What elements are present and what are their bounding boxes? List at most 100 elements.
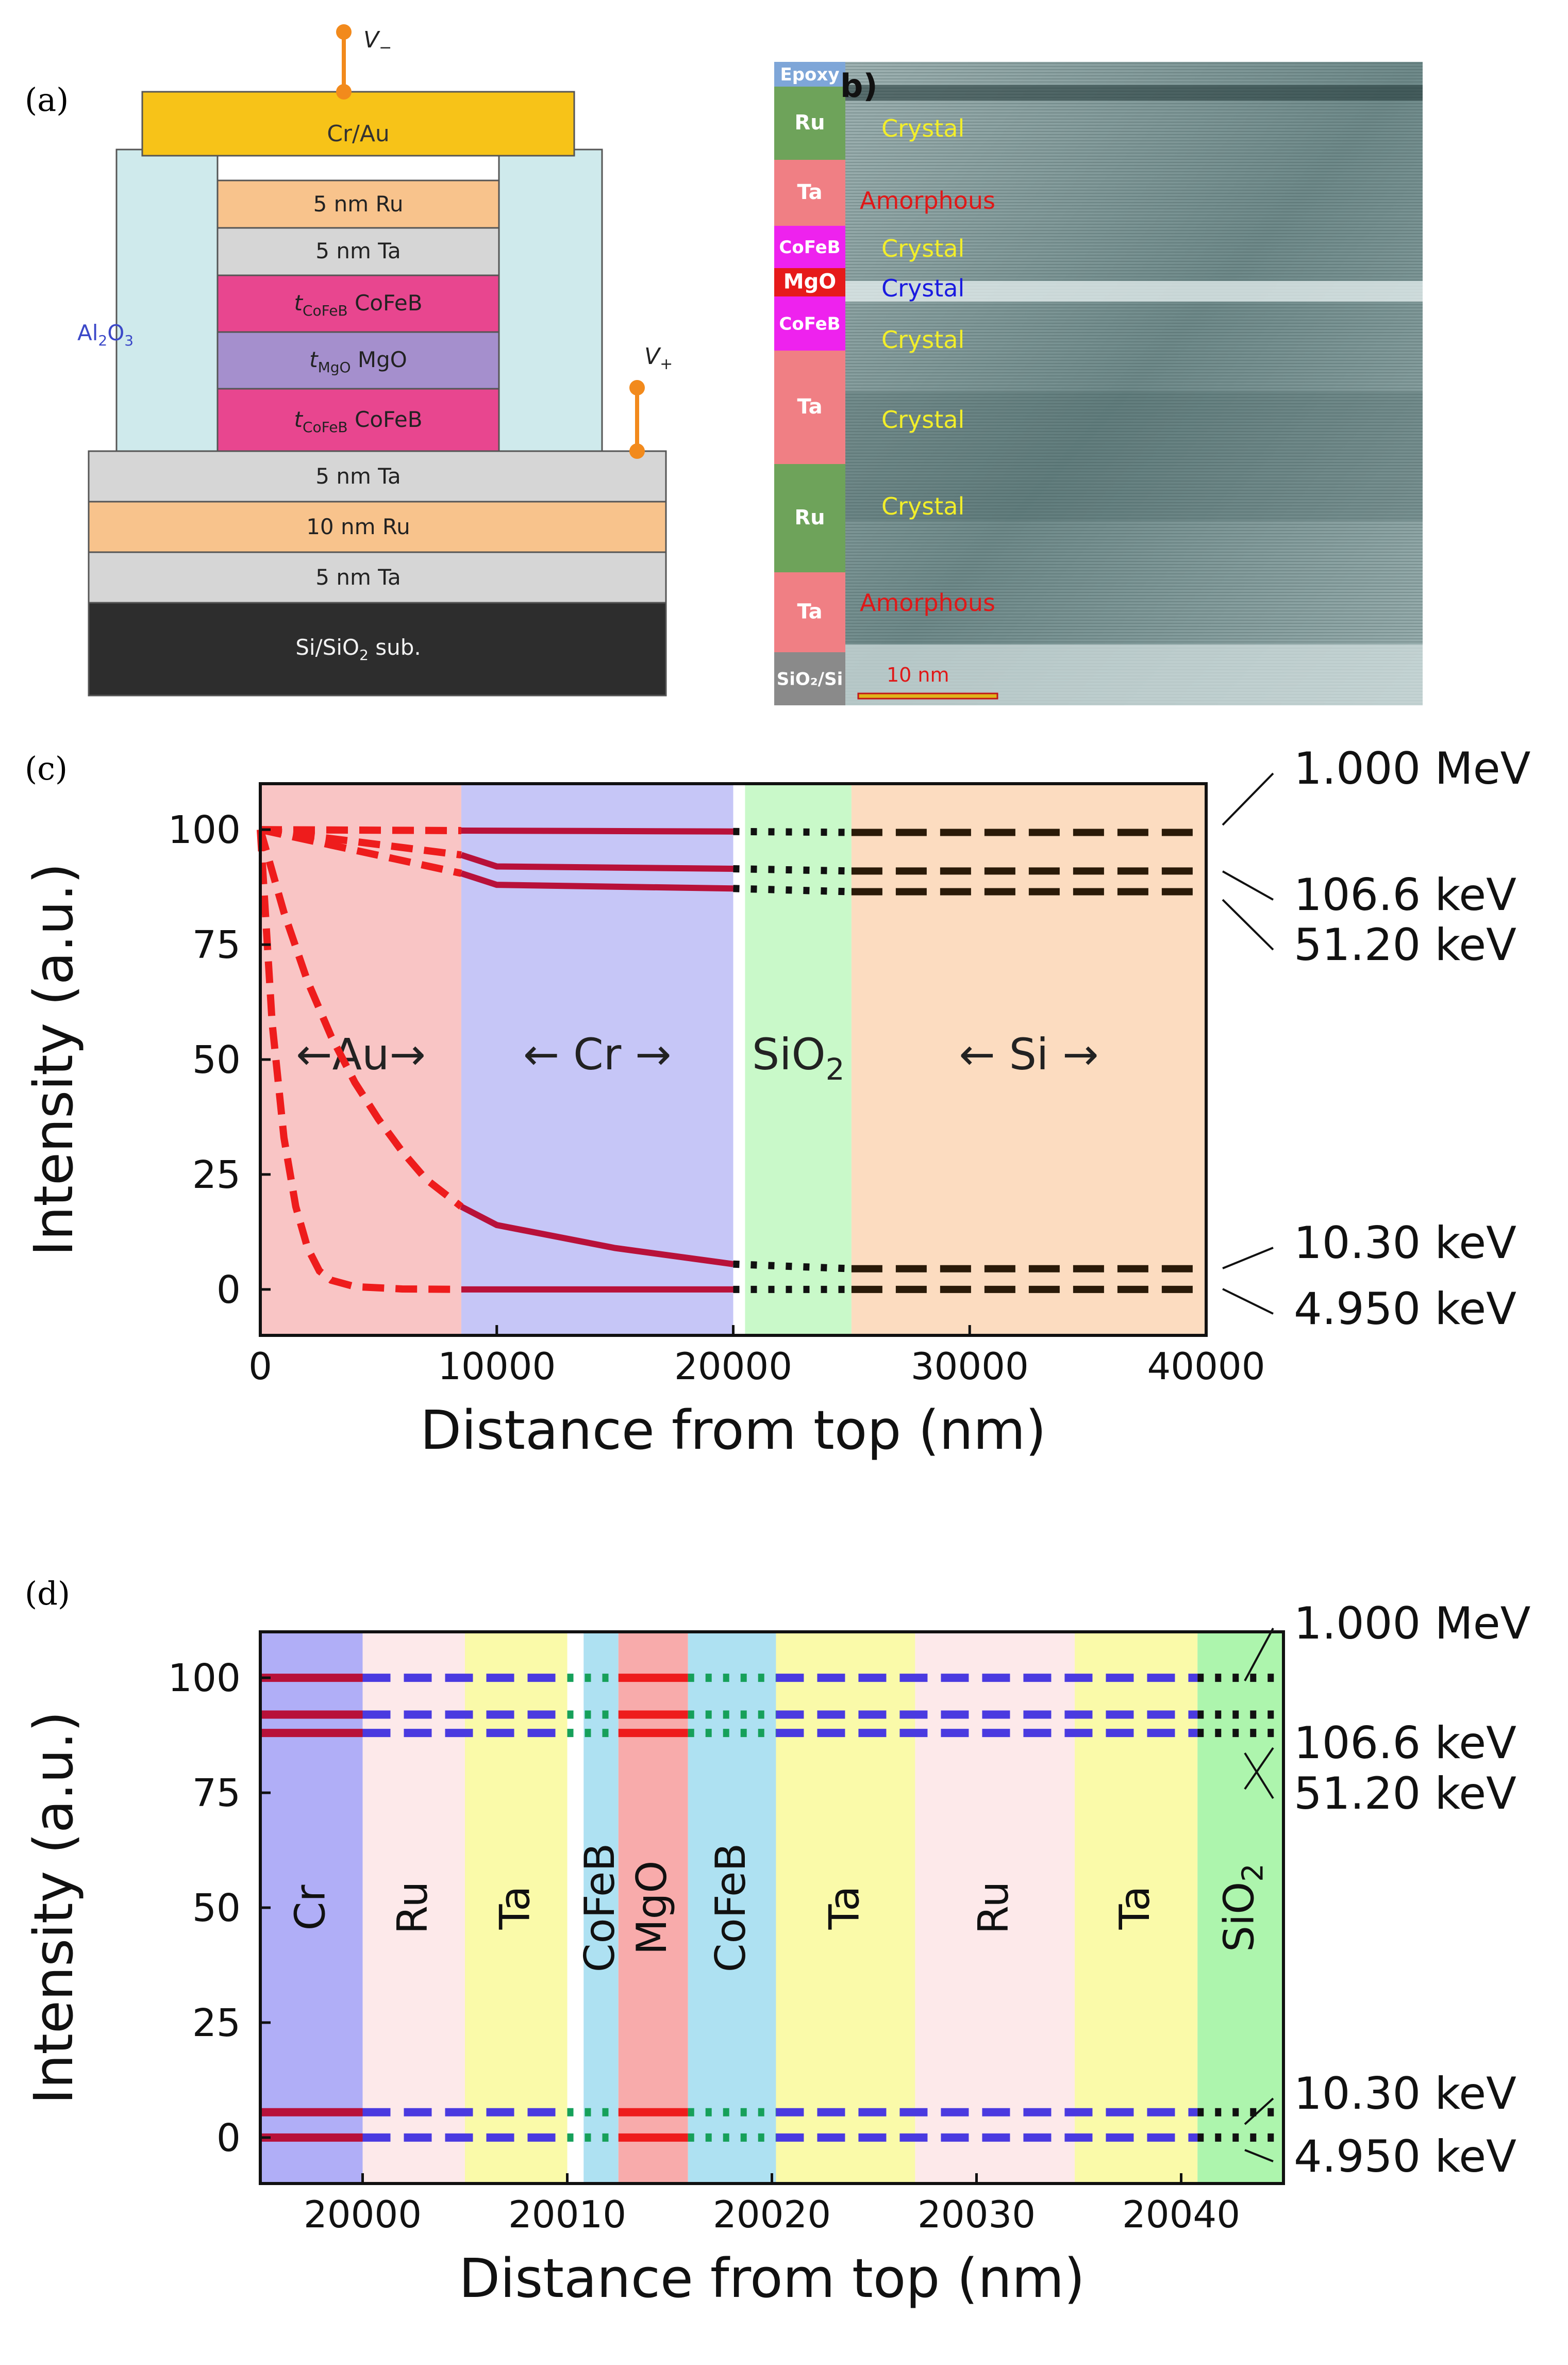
tem-strip-label: Ru: [794, 111, 825, 135]
x-tick-label: 30000: [911, 1345, 1029, 1388]
series-line-au: [257, 829, 461, 1293]
y-tick-label: 75: [192, 1771, 241, 1815]
x-tick-label: 20000: [304, 2193, 422, 2236]
region-band: [1197, 1632, 1283, 2184]
y-axis-label: Intensity (a.u.): [22, 863, 85, 1256]
layer-ta-5nm-mid: [88, 450, 667, 503]
tem-annotation: Amorphous: [860, 187, 995, 214]
series-line-cr: [461, 827, 733, 835]
series-line-sio2: [733, 885, 852, 896]
energy-leader: [1244, 1628, 1274, 1681]
x-tick-label: 20030: [918, 2193, 1036, 2236]
tem-strip-layer: [774, 464, 845, 572]
layer-substrate: [88, 602, 667, 697]
tem-strip-layer: [774, 87, 845, 160]
layer-label-ta-5nm-bottom: 5 nm Ta: [315, 565, 401, 590]
v-minus-label: V−: [363, 27, 392, 57]
region-label: Ru: [970, 1881, 1017, 1934]
region-label: SiO2: [1215, 1863, 1270, 1952]
energy-label: 1.000 MeV: [1294, 1598, 1531, 1649]
region-label: Ta: [820, 1886, 868, 1930]
region-label-sub: 2: [826, 1052, 845, 1087]
series-line-cr: [460, 1204, 734, 1267]
layer-ru-5nm: [216, 179, 500, 229]
region-band: [465, 1632, 568, 2184]
x-tick-label: 20020: [713, 2193, 831, 2236]
layer-cofeb-bottom: [216, 388, 500, 452]
panel-a-label: (a): [25, 81, 69, 119]
energy-label: 1.000 MeV: [1294, 743, 1531, 795]
tem-annotation: Crystal: [881, 326, 964, 354]
tem-strip-layer: [774, 572, 845, 652]
v-minus-terminal: V−: [336, 24, 392, 100]
y-tick-label: 50: [192, 1886, 241, 1930]
region-band: [260, 784, 461, 1335]
tem-annotation: Crystal: [881, 235, 964, 262]
tem-annotation: Amorphous: [860, 589, 995, 617]
scale-bar-label: 10 nm: [887, 664, 949, 686]
energy-label: 106.6 keV: [1294, 869, 1516, 921]
y-tick-label: 0: [216, 2116, 241, 2160]
tem-annotation: Crystal: [881, 492, 964, 520]
tem-strip-layer: [774, 62, 845, 87]
v-plus-label: V+: [644, 343, 673, 373]
layer-label-cr-au: Cr/Au: [327, 121, 390, 147]
tem-strip-label: Ta: [797, 600, 822, 624]
region-label: Ta: [491, 1886, 539, 1930]
series-line-au: [257, 829, 464, 1210]
series-line-cr: [460, 852, 733, 872]
x-axis-label: Distance from top (nm): [459, 2247, 1085, 2310]
tem-strip-label: Ta: [797, 180, 822, 204]
region-label: MgO: [628, 1861, 676, 1955]
energy-leader: [1244, 2097, 1274, 2125]
tem-strip-layer: [774, 652, 845, 705]
energy-label: 4.950 keV: [1294, 1283, 1516, 1335]
energy-label: 51.20 keV: [1294, 1768, 1516, 1820]
tem-strip-label: CoFeB: [779, 237, 840, 258]
y-tick-label: 100: [168, 1656, 241, 1700]
series-line-cr: [460, 870, 733, 892]
energy-leader: [1222, 899, 1274, 951]
energy-label: 106.6 keV: [1294, 1717, 1516, 1769]
region-label: ← Cr →: [523, 1029, 671, 1080]
scale-bar: [857, 692, 998, 700]
y-tick-label: 100: [168, 808, 241, 852]
region-band: [1075, 1632, 1198, 2184]
region-label: ←Au→: [296, 1029, 425, 1080]
layer-label-ru-10nm: 10 nm Ru: [306, 514, 410, 539]
tem-annotation: Crystal: [881, 274, 964, 302]
x-tick-label: 20040: [1122, 2193, 1240, 2236]
panel-b-tem-image: Epoxy Ru Ta CoFeB MgO CoFeB Ta Ru Ta SiO₂/Si Crys…: [774, 62, 1423, 705]
panel-c-label: (c): [25, 750, 68, 787]
al2o3-right-pillar: [498, 148, 603, 452]
region-band: [745, 784, 852, 1335]
energy-leader: [1222, 1288, 1274, 1315]
layer-label-mgo: tMgO MgO: [309, 347, 407, 376]
y-tick-label: 25: [192, 2001, 241, 2045]
al2o3-left-pillar: [115, 148, 219, 452]
layer-label-ta-5nm-top: 5 nm Ta: [315, 238, 401, 263]
energy-leader: [1244, 1747, 1274, 1790]
y-tick-label: 50: [192, 1038, 241, 1082]
panel-a-stack-diagram: Cr/Au 5 nm Ru 5 nm Ta tCoFeB CoFeB tMgO …: [77, 24, 673, 697]
y-axis-label: Intensity (a.u.): [22, 1711, 85, 2105]
region-label-sub: 2: [1237, 1863, 1270, 1882]
series-line-sio2: [733, 865, 852, 875]
x-tick-label: 0: [248, 1345, 272, 1388]
tem-strip-label: SiO₂/Si: [777, 669, 843, 690]
region-band: [618, 1632, 688, 2184]
energy-leader: [1222, 1247, 1274, 1269]
layer-ta-5nm-bottom: [88, 551, 667, 604]
al2o3-label: Al2O3: [77, 320, 134, 349]
tem-strip-label: Ta: [797, 395, 822, 419]
tem-strip-label: Ru: [794, 506, 825, 530]
layer-ru-10nm: [88, 501, 667, 553]
panel-c-chart: ←Au→ ← Cr → SiO2 ← Si →0 10000 20000 30000 4000…: [22, 743, 1531, 1462]
tem-strip-layer: [774, 296, 845, 351]
region-band: [776, 1632, 915, 2184]
x-tick-label: 20010: [508, 2193, 626, 2236]
panel-b-label: b): [840, 67, 878, 105]
region-label: CoFeB: [576, 1843, 624, 1973]
tem-strip-layer: [774, 160, 845, 226]
